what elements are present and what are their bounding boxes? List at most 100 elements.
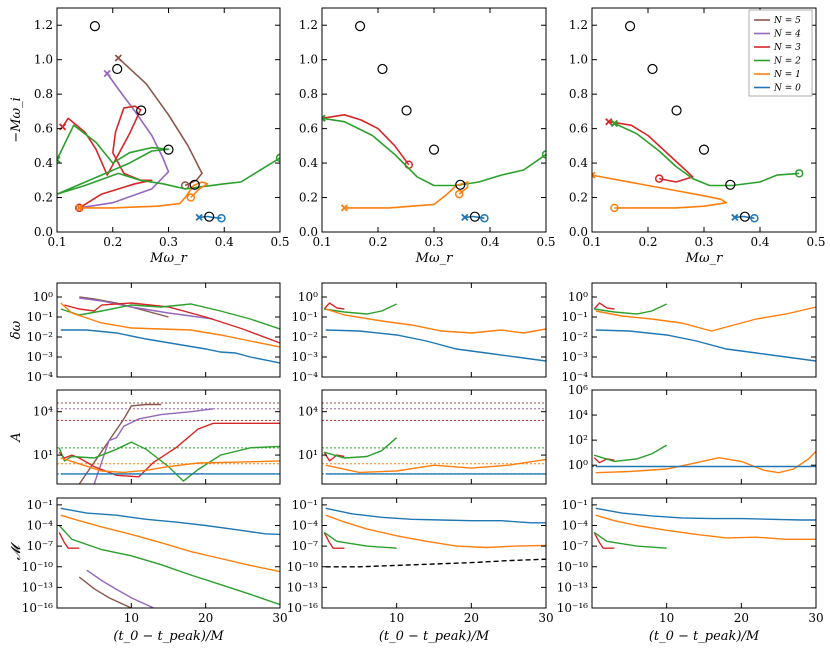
kerr-qnm-point xyxy=(377,63,388,75)
kerr-qnm-point xyxy=(136,105,147,116)
y-tick-label: 10⁻⁷ xyxy=(292,539,319,553)
x-tick-label: 0.1 xyxy=(47,235,66,249)
end-marker-n2 xyxy=(275,153,280,163)
end-marker-n0 xyxy=(750,213,759,223)
kerr-qnm-point xyxy=(189,179,200,190)
x-tick-label: 30 xyxy=(538,611,553,625)
y-tick-label: 10⁻² xyxy=(27,330,54,344)
x-tick-label: 0.1 xyxy=(312,235,331,249)
panel-domega-2 xyxy=(593,302,816,362)
domega-n0 xyxy=(325,329,546,362)
mismatch-n5 xyxy=(78,576,132,608)
trajectory-n3 xyxy=(322,114,410,166)
y-tick-label: 10⁻¹³ xyxy=(557,580,588,594)
panel-frame xyxy=(321,282,547,378)
panel-mismatch-0 xyxy=(58,507,280,608)
mismatch-n3 xyxy=(58,532,80,549)
y-tick-label: 0.6 xyxy=(34,122,53,136)
y-tick-label: 10⁻⁷ xyxy=(562,539,589,553)
start-marker-n0 xyxy=(195,213,203,221)
mismatch-reference xyxy=(325,558,546,568)
legend-label: N = 1 xyxy=(773,70,801,80)
domega-n5 xyxy=(79,296,169,318)
y-axis-label: −Mω_i xyxy=(9,97,24,142)
amplitude-n4 xyxy=(93,408,214,484)
mismatch-n4 xyxy=(86,569,154,608)
start-marker-n2 xyxy=(610,119,619,128)
amplitude-n3 xyxy=(58,422,280,478)
panel-qnm-2 xyxy=(592,20,804,223)
amplitude-n1 xyxy=(60,457,280,474)
kerr-qnm-point xyxy=(455,179,466,190)
domega-n1 xyxy=(60,302,280,348)
panel-mismatch-2 xyxy=(593,507,816,549)
panel-frame xyxy=(56,389,281,485)
kerr-qnm-point xyxy=(739,211,750,222)
kerr-qnm-point xyxy=(725,179,736,190)
y-tick-label: 10⁻³ xyxy=(27,350,54,364)
panel-frame xyxy=(321,497,547,609)
amplitude-n5 xyxy=(78,403,162,484)
trajectory-n5 xyxy=(117,57,203,187)
x-tick-label: 0.3 xyxy=(159,235,178,249)
y-tick-label: 10⁻⁴ xyxy=(292,370,319,384)
x-tick-label: 0.4 xyxy=(750,235,769,249)
x-tick-label: 10 xyxy=(659,611,674,625)
y-tick-label: 10⁻¹ xyxy=(562,310,588,324)
x-tick-label: 0.5 xyxy=(270,235,289,249)
y-tick-label: 0.4 xyxy=(34,156,53,170)
y-tick-label: 10⁰ xyxy=(33,290,53,304)
y-tick-label: 0.2 xyxy=(299,191,318,205)
y-tick-label: 10⁻¹³ xyxy=(287,580,318,594)
x-tick-label: 0.5 xyxy=(806,235,825,249)
y-tick-label: 10⁻¹ xyxy=(292,310,318,324)
mismatch-n3 xyxy=(593,532,615,549)
y-tick-label: 0.4 xyxy=(299,156,318,170)
start-marker-n1 xyxy=(75,204,83,212)
mismatch-n2 xyxy=(593,531,667,549)
y-tick-label: 10⁻¹⁰ xyxy=(22,560,53,574)
panel-frame xyxy=(56,497,281,609)
x-axis-label: (t_0 − t_peak)/M xyxy=(379,629,490,644)
y-tick-label: 10⁻¹ xyxy=(292,498,318,512)
start-marker-n2 xyxy=(322,114,326,122)
y-tick-label: 0.6 xyxy=(569,122,588,136)
mismatch-n1 xyxy=(60,514,280,573)
y-tick-label: 10⁻¹⁶ xyxy=(287,601,318,615)
panel-amplitude-1 xyxy=(322,402,546,475)
start-marker-n4 xyxy=(103,69,111,78)
y-tick-label: 10⁻¹ xyxy=(562,498,588,512)
y-tick-label: 1.2 xyxy=(299,18,318,32)
panel-amplitude-2 xyxy=(592,444,816,474)
y-tick-label: 0.2 xyxy=(569,191,588,205)
y-tick-label: 10⁻⁷ xyxy=(27,539,54,553)
start-marker-n0 xyxy=(731,213,739,221)
domega-n3 xyxy=(323,302,345,310)
kerr-qnm-point xyxy=(89,20,101,32)
y-tick-label: 0.6 xyxy=(299,122,318,136)
legend: N = 5 N = 4 N = 3 N = 2 N = 1 N = 0 xyxy=(748,9,813,97)
y-tick-label: 10⁻¹⁰ xyxy=(557,560,588,574)
x-tick-label: 0.2 xyxy=(368,235,387,249)
x-axis-label: Mω_r xyxy=(415,251,453,266)
y-tick-label: 10⁻⁴ xyxy=(27,519,54,533)
panel-frame xyxy=(56,7,281,233)
start-marker-n1 xyxy=(340,204,349,212)
x-tick-label: 0.1 xyxy=(582,235,601,249)
end-marker-n2 xyxy=(541,150,546,159)
panel-qnm-1 xyxy=(322,20,546,223)
y-tick-label: 10⁶ xyxy=(568,383,588,397)
domega-n0 xyxy=(60,329,280,364)
domega-n2 xyxy=(324,303,397,315)
start-marker-n0 xyxy=(461,213,469,221)
x-tick-label: 0.4 xyxy=(480,235,499,249)
y-tick-label: 0.8 xyxy=(34,87,53,101)
y-tick-label: 0.4 xyxy=(569,156,588,170)
y-tick-label: 10¹ xyxy=(33,448,53,462)
legend-label: N = 4 xyxy=(773,30,801,40)
x-tick-label: 0.2 xyxy=(103,235,122,249)
kerr-qnm-point xyxy=(469,211,480,222)
mismatch-n0 xyxy=(60,507,280,536)
domega-n2 xyxy=(60,303,280,330)
mismatch-n3 xyxy=(323,532,345,549)
